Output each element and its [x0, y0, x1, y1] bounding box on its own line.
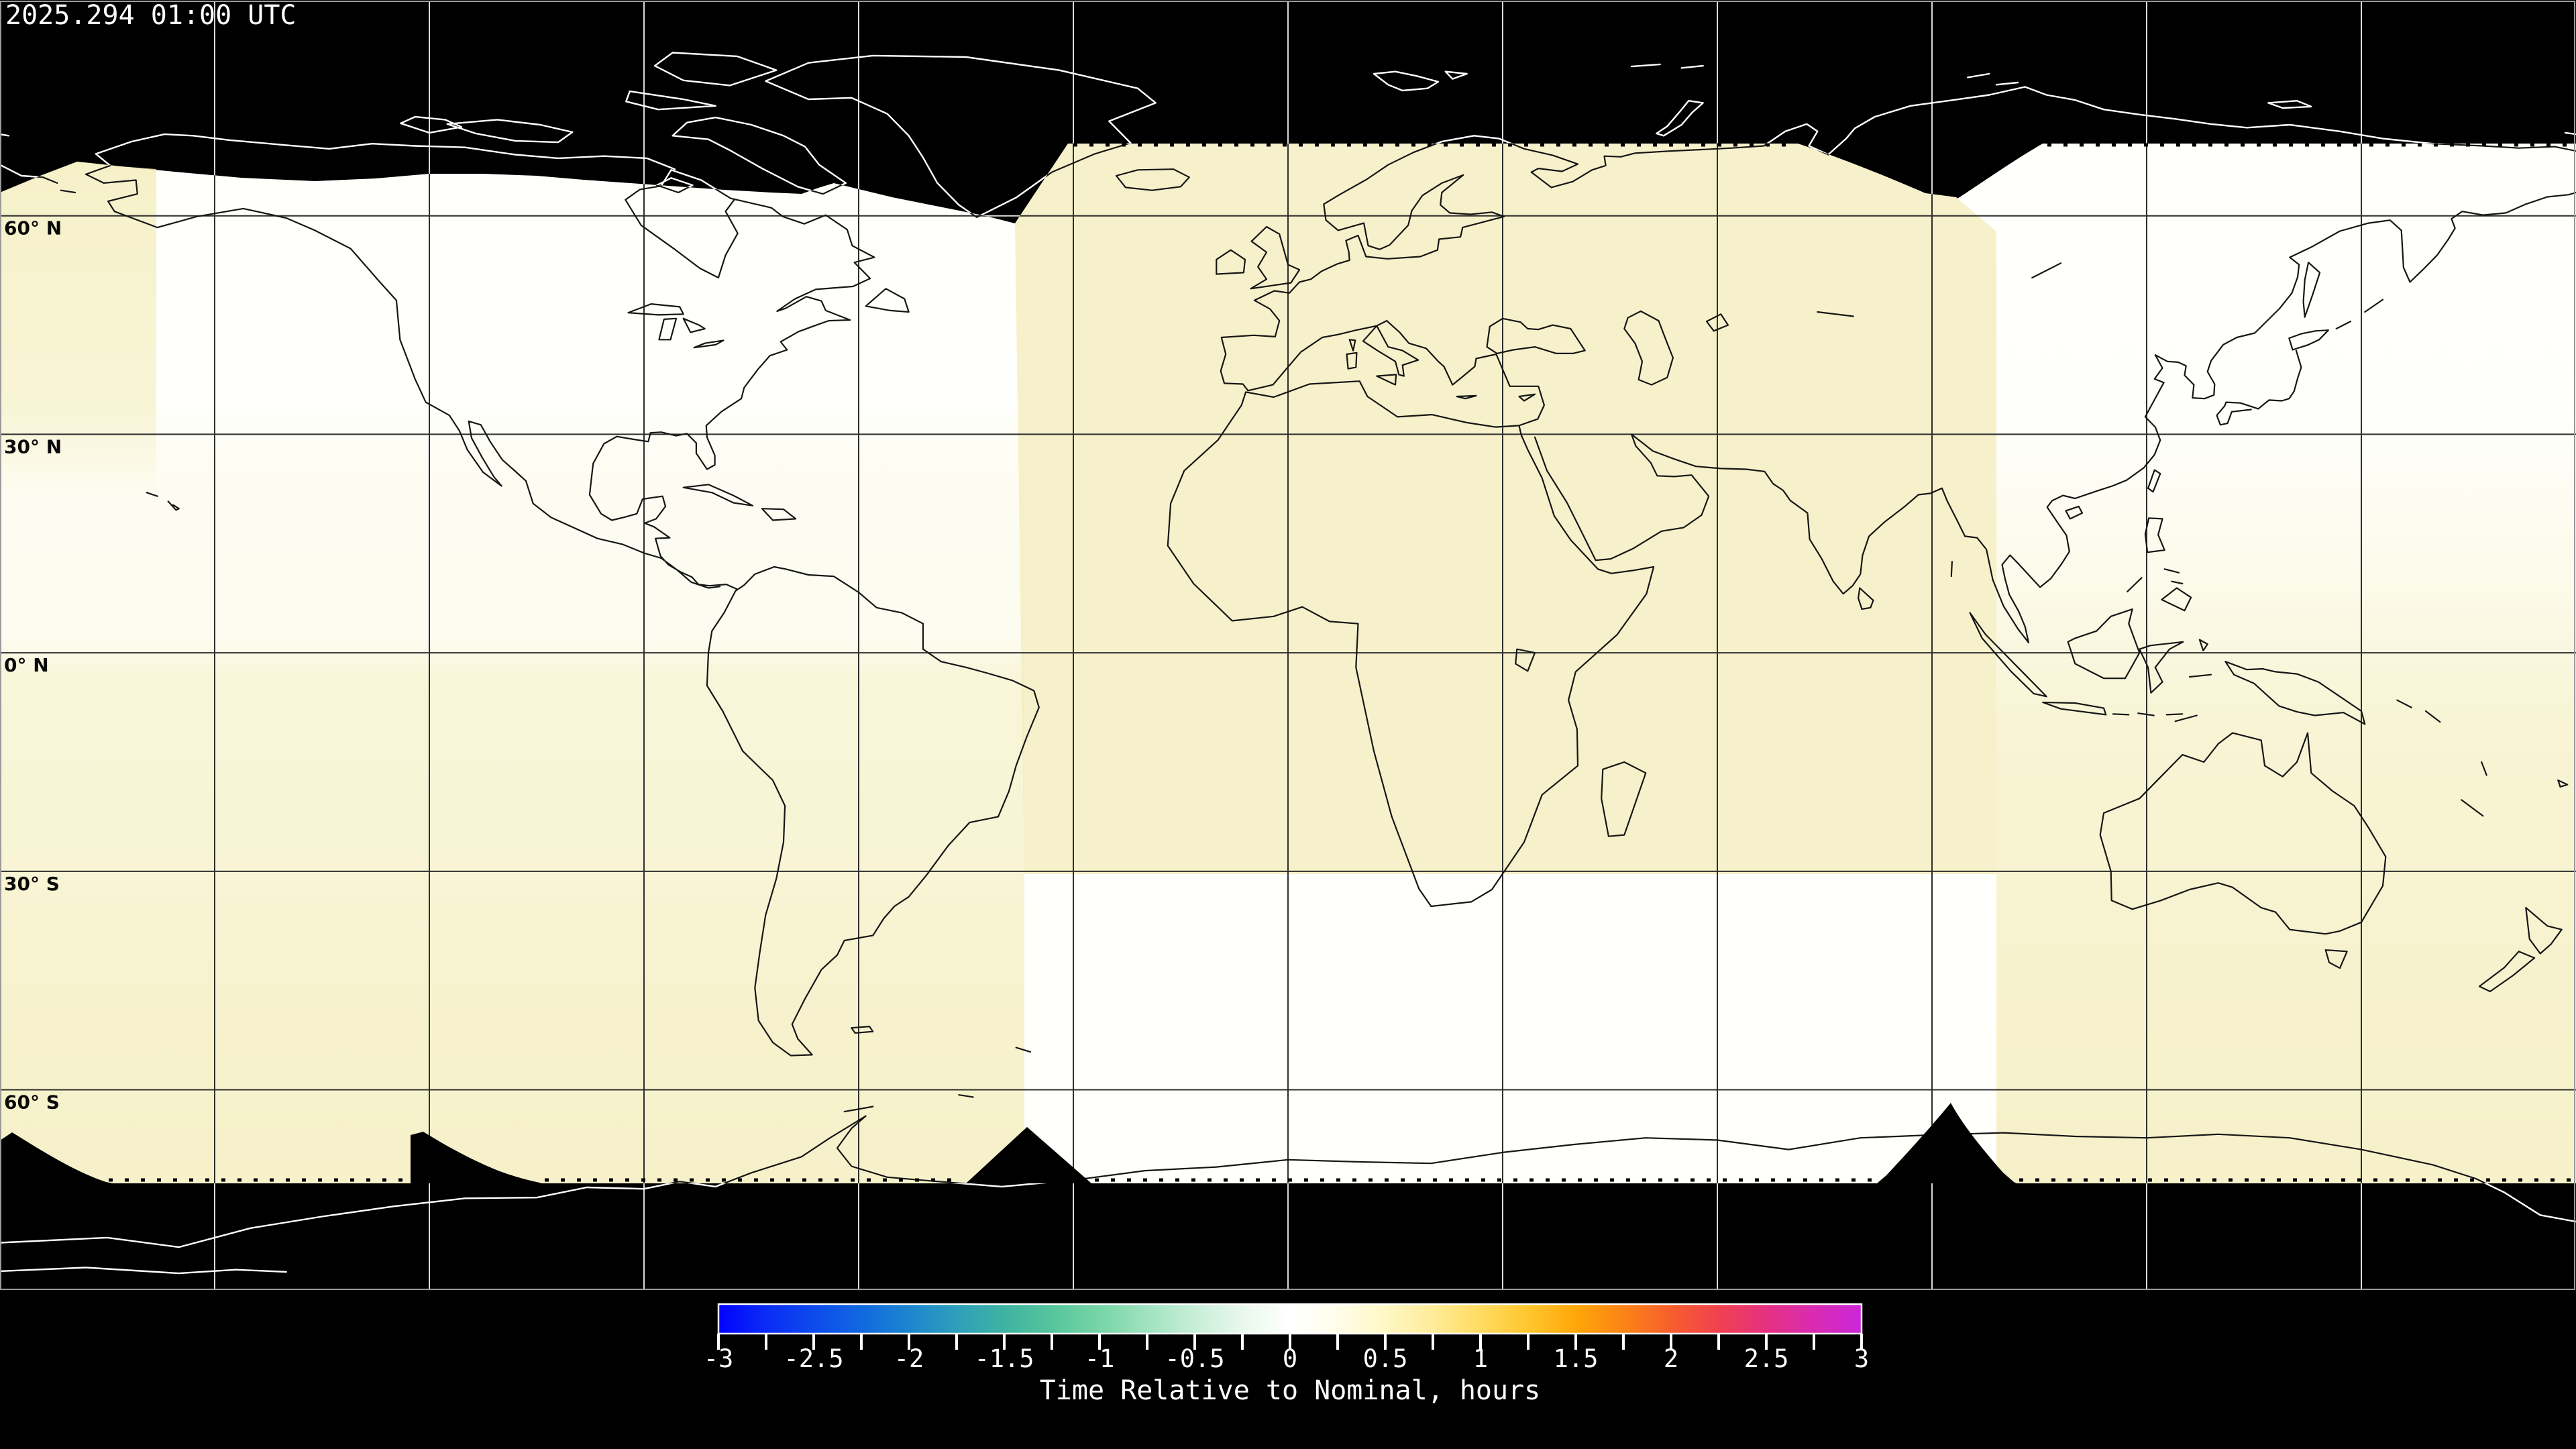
colorbar-tick-label: 1.5 — [1554, 1344, 1599, 1373]
coastlines-lit — [0, 144, 2576, 1183]
colorbar-tick-label: 1 — [1473, 1344, 1488, 1373]
colorbar-gradient-bar — [717, 1303, 1863, 1335]
colorbar-tick-label: 2 — [1664, 1344, 1678, 1373]
tint-europe-africa — [1015, 144, 1996, 874]
map-frame — [0, 1, 2575, 1290]
colorbar-tick-labels: -3 -2.5 -2 -1.5 -1 -0.5 0 0.5 1 1.5 2 2.5 3 — [704, 1344, 1869, 1373]
colorbar-tick-label: 0.5 — [1363, 1344, 1408, 1373]
colorbar-tick-label: 3 — [1854, 1344, 1869, 1373]
latitude-label: 60° N — [4, 217, 62, 239]
colorbar-caption: Time Relative to Nominal, hours — [1040, 1375, 1541, 1406]
latitude-label: 30° N — [4, 435, 62, 458]
colorbar-tick-label: -2 — [894, 1344, 924, 1373]
latitude-label: 30° S — [4, 873, 60, 895]
colorbar-ticks — [717, 1334, 1863, 1350]
colorbar-tick-label: -3 — [704, 1344, 734, 1373]
colorbar-tick-label: 0 — [1283, 1344, 1297, 1373]
colorbar-tick-label: 2.5 — [1744, 1344, 1789, 1373]
colorbar: -3 -2.5 -2 -1.5 -1 -0.5 0 0.5 1 1.5 2 2.5 3 Time Rel… — [704, 1303, 1869, 1406]
timestamp-label: 2025.294 01:00 UTC — [5, 0, 296, 31]
no-data-notches — [0, 1103, 2017, 1183]
colorbar-tick-label: -2.5 — [784, 1344, 843, 1373]
latitude-label: 60° S — [4, 1091, 60, 1114]
swath-edge-dots — [109, 143, 2576, 1182]
tint-asia-australia-south — [1957, 144, 2576, 1183]
data-swaths — [0, 144, 2576, 1183]
colorbar-tick-label: -0.5 — [1165, 1344, 1224, 1373]
colorbar-tick-label: -1 — [1085, 1344, 1115, 1373]
latitude-label: 0° N — [4, 654, 49, 676]
latitude-labels: 60° N 30° N 0° N 30° S 60° S — [4, 217, 62, 1114]
colorbar-tick-label: -1.5 — [974, 1344, 1034, 1373]
tint-americas-south — [0, 402, 1024, 1183]
